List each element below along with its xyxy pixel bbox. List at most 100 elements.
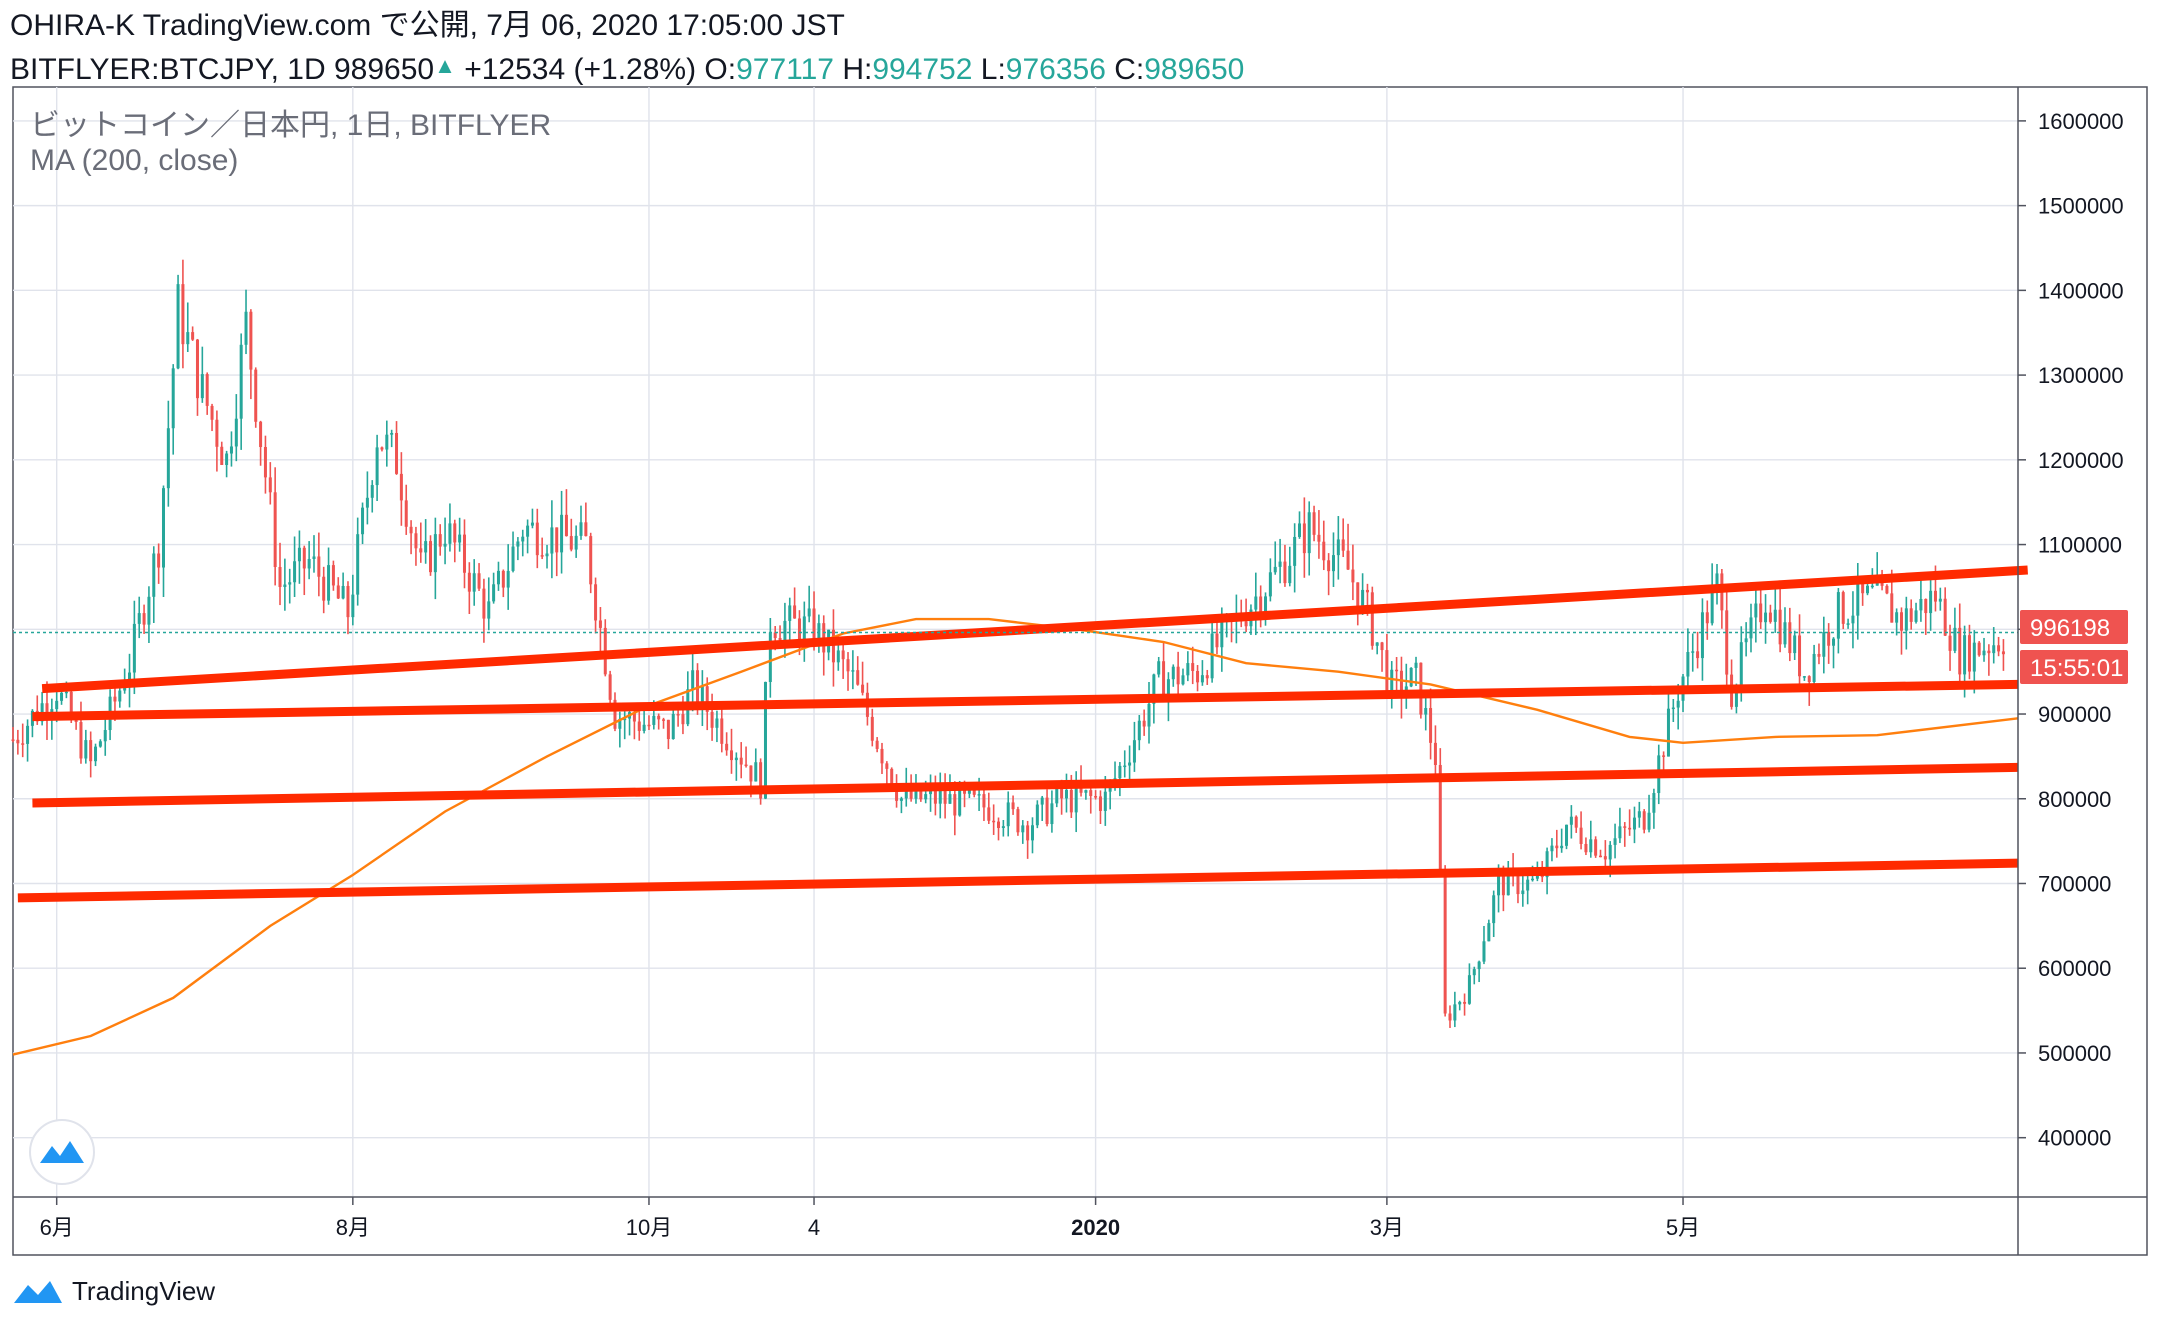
candle bbox=[831, 609, 835, 687]
candle bbox=[1293, 523, 1297, 593]
price-tick-label: 1200000 bbox=[2038, 448, 2124, 473]
candle bbox=[710, 693, 714, 741]
high-label: H: bbox=[842, 53, 873, 86]
candle bbox=[540, 537, 544, 560]
candle bbox=[327, 547, 331, 605]
candle bbox=[341, 572, 345, 600]
candle bbox=[132, 600, 136, 695]
candle bbox=[1045, 789, 1049, 827]
candle bbox=[807, 585, 811, 623]
candle bbox=[535, 508, 539, 569]
candle bbox=[1938, 587, 1942, 611]
candle bbox=[1856, 563, 1860, 640]
candle bbox=[390, 429, 394, 448]
trendline bbox=[17, 858, 2019, 903]
candle bbox=[1822, 616, 1826, 674]
candle bbox=[521, 529, 525, 557]
candle bbox=[666, 719, 670, 750]
candle bbox=[530, 508, 534, 529]
candle bbox=[1268, 558, 1272, 602]
candle bbox=[2001, 639, 2005, 671]
candle bbox=[1827, 623, 1831, 664]
candle bbox=[283, 558, 287, 611]
candle bbox=[317, 532, 321, 597]
candle bbox=[1317, 510, 1321, 559]
candle bbox=[385, 420, 389, 467]
candle bbox=[1754, 584, 1758, 643]
candle bbox=[1846, 618, 1850, 629]
candle bbox=[1642, 809, 1646, 834]
candle bbox=[79, 701, 83, 764]
candle bbox=[94, 743, 98, 767]
candle bbox=[1390, 661, 1394, 709]
candle bbox=[200, 346, 204, 403]
candle bbox=[103, 714, 107, 756]
candle bbox=[759, 758, 763, 805]
candle bbox=[1196, 665, 1200, 692]
candle bbox=[1011, 795, 1015, 815]
tradingview-watermark-icon[interactable] bbox=[29, 1119, 95, 1185]
candle bbox=[424, 519, 428, 564]
candle bbox=[851, 650, 855, 690]
candle bbox=[1594, 836, 1598, 858]
candle bbox=[506, 544, 510, 610]
candle bbox=[195, 338, 199, 416]
candle bbox=[938, 772, 942, 819]
candle bbox=[331, 560, 335, 591]
candle bbox=[657, 713, 661, 730]
candle bbox=[1016, 806, 1020, 836]
candle bbox=[550, 500, 554, 579]
candle bbox=[307, 541, 311, 580]
candle bbox=[1123, 750, 1127, 778]
candle bbox=[1395, 657, 1399, 691]
time-tick-label: 2020 bbox=[1071, 1215, 1120, 1240]
candle bbox=[429, 535, 433, 576]
candle bbox=[205, 372, 209, 415]
time-tick-label: 4 bbox=[808, 1215, 820, 1240]
candle bbox=[899, 796, 903, 814]
candle bbox=[152, 546, 156, 623]
time-tick-label: 6月 bbox=[40, 1215, 74, 1240]
candle bbox=[399, 452, 403, 526]
candle bbox=[1288, 546, 1292, 587]
candle bbox=[302, 545, 306, 596]
legend-indicator[interactable]: MA (200, close) bbox=[30, 144, 238, 177]
candle bbox=[21, 723, 25, 758]
trendlines[interactable] bbox=[17, 565, 2028, 903]
ma-200-line bbox=[12, 617, 2019, 1056]
high-value: 994752 bbox=[872, 53, 973, 86]
candle bbox=[1948, 624, 1952, 671]
candle bbox=[526, 519, 530, 554]
candle bbox=[880, 742, 884, 774]
candle bbox=[1987, 644, 1991, 676]
candle bbox=[1705, 600, 1709, 640]
candle bbox=[763, 681, 767, 800]
candle bbox=[1666, 693, 1670, 757]
candle bbox=[754, 748, 758, 782]
candle bbox=[312, 535, 316, 573]
price-tick-label: 500000 bbox=[2038, 1041, 2111, 1066]
candle bbox=[768, 617, 772, 698]
candle bbox=[1142, 709, 1146, 736]
candle bbox=[453, 519, 457, 563]
candle bbox=[662, 717, 666, 729]
candle bbox=[288, 568, 292, 604]
price-tick-label: 1100000 bbox=[2038, 533, 2122, 558]
candle bbox=[492, 572, 496, 604]
candle bbox=[191, 326, 195, 341]
candle bbox=[1322, 520, 1326, 571]
time-axis[interactable]: 6月 8月 10月 4 2020 3月 5月 bbox=[40, 1197, 1701, 1240]
candle bbox=[171, 364, 175, 455]
tradingview-logo[interactable]: TradingView bbox=[12, 1276, 215, 1307]
candle bbox=[467, 562, 471, 614]
price-tick-label: 600000 bbox=[2038, 956, 2111, 981]
candle bbox=[181, 259, 185, 369]
candle bbox=[579, 505, 583, 540]
candle bbox=[778, 625, 782, 641]
candle bbox=[176, 274, 180, 370]
grid bbox=[13, 87, 2018, 1197]
candle bbox=[1467, 963, 1471, 1005]
candle bbox=[1341, 518, 1345, 558]
candle bbox=[516, 537, 520, 561]
